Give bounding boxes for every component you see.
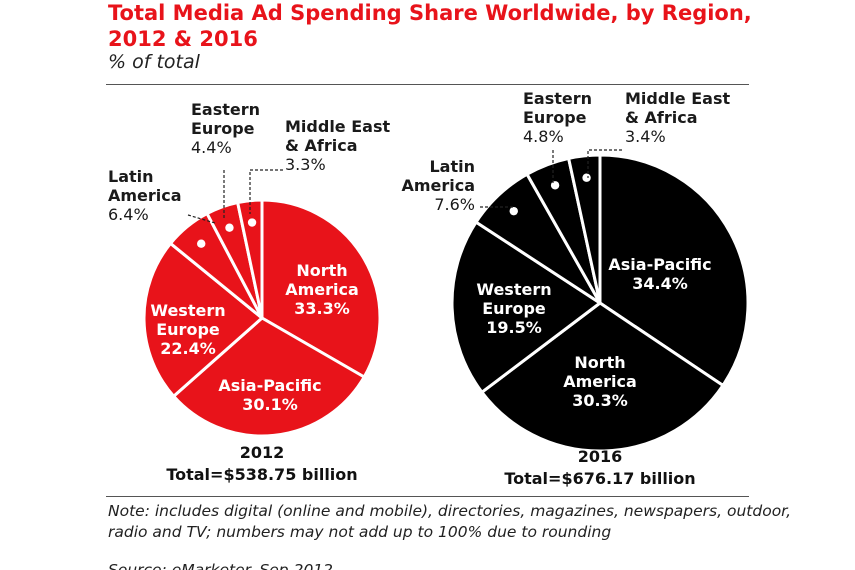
slice-western-europe bbox=[450, 220, 602, 394]
value-latin-america: 7.6% bbox=[434, 195, 475, 214]
leader-dot-eastern-europe bbox=[225, 223, 234, 232]
value-middle-east-and-africa: 3.3% bbox=[285, 155, 326, 174]
caption-total-2016: Total=$676.17 billion bbox=[504, 469, 695, 488]
leader-dot-middle-east-and-africa bbox=[582, 173, 591, 182]
slice-north-america bbox=[480, 301, 725, 453]
chart-title: Total Media Ad Spending Share Worldwide,… bbox=[108, 1, 752, 51]
caption-year-2016: 2016 bbox=[578, 447, 623, 466]
slice-western-europe bbox=[142, 241, 264, 398]
leader-dot-middle-east-and-africa bbox=[247, 218, 257, 227]
label-asia-pacific: Asia-Pacific 30.1% bbox=[218, 376, 321, 414]
leader-dot-eastern-europe bbox=[550, 181, 560, 190]
label-western-europe: Western Europe 19.5% bbox=[476, 280, 551, 337]
value-eastern-europe: 4.4% bbox=[191, 138, 232, 157]
leader-dot-latin-america bbox=[197, 239, 206, 248]
value-middle-east-and-africa: 3.4% bbox=[625, 127, 666, 146]
value-latin-america: 6.4% bbox=[108, 205, 149, 224]
bottom-divider bbox=[106, 496, 749, 497]
slice-middle-east-and-africa bbox=[567, 153, 602, 305]
caption-year-2012: 2012 bbox=[240, 443, 285, 462]
slice-asia-pacific bbox=[598, 153, 750, 387]
chart-subtitle: % of total bbox=[108, 51, 200, 73]
chart-note: Note: includes digital (online and mobil… bbox=[108, 502, 792, 541]
leader-line-middle-east-and-africa bbox=[249, 169, 283, 214]
pie-2016: Asia-Pacific 34.4% North America 30.3%Wester… bbox=[401, 89, 750, 488]
top-divider bbox=[106, 84, 749, 85]
chart-source: Source: eMarketer, Sep 2012 bbox=[108, 561, 334, 570]
label-eastern-europe: Eastern Europe bbox=[523, 89, 592, 127]
value-eastern-europe: 4.8% bbox=[523, 127, 564, 146]
pie-2012: North America 33.3% Asia-Pacific 30.1% Wester… bbox=[108, 100, 390, 484]
label-north-america: North America 33.3% bbox=[285, 261, 359, 318]
slice-north-america bbox=[260, 198, 382, 379]
label-middle-east-and-africa: Middle East & Africa bbox=[285, 117, 390, 155]
leader-dot-latin-america bbox=[509, 206, 518, 216]
slice-middle-east-and-africa bbox=[236, 198, 264, 320]
label-eastern-europe: Eastern Europe bbox=[191, 100, 260, 138]
label-asia-pacific: Asia-Pacific 34.4% bbox=[608, 255, 711, 293]
label-western-europe: Western Europe 22.4% bbox=[150, 301, 225, 358]
label-latin-america: Latin America bbox=[108, 167, 182, 205]
slice-asia-pacific bbox=[172, 316, 366, 438]
leader-line-middle-east-and-africa bbox=[587, 149, 622, 178]
label-latin-america: Latin America bbox=[401, 157, 475, 195]
label-middle-east-and-africa: Middle East & Africa bbox=[625, 89, 730, 127]
caption-total-2012: Total=$538.75 billion bbox=[166, 465, 357, 484]
label-north-america: North America 30.3% bbox=[563, 353, 637, 410]
